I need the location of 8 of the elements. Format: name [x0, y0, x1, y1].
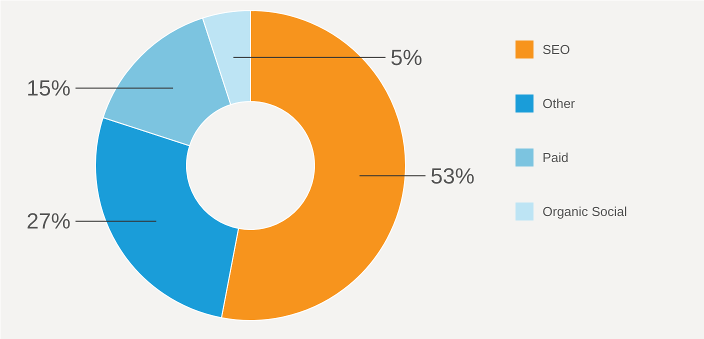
legend-label: SEO: [542, 42, 570, 57]
data-label: 27%: [26, 208, 71, 234]
data-label: 5%: [390, 44, 422, 70]
legend-label: Other: [542, 96, 576, 111]
legend-label: Paid: [542, 150, 569, 165]
legend-label: Organic Social: [542, 204, 628, 219]
data-label: 53%: [430, 163, 475, 188]
data-label: 15%: [26, 76, 71, 101]
